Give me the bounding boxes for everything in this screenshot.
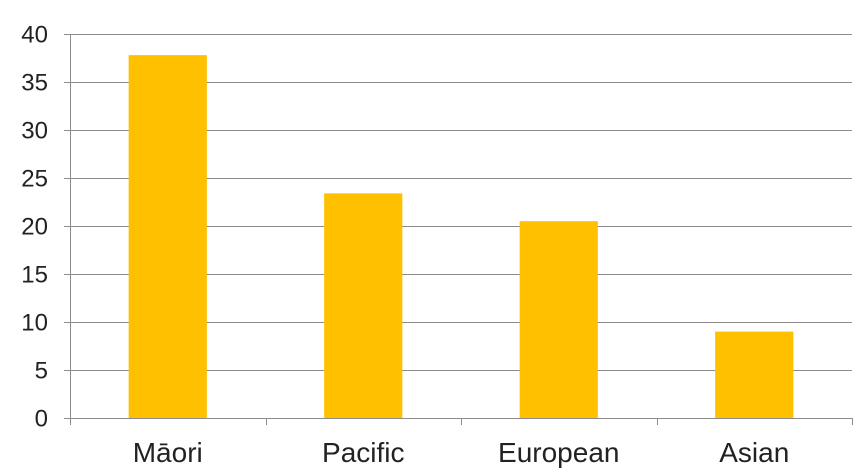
y-tick-label: 10 <box>21 310 48 337</box>
y-tick-labels: 0 5 10 15 20 25 30 35 40 <box>21 22 48 433</box>
bar-european <box>519 221 598 418</box>
x-category-label: Pacific <box>322 437 404 468</box>
y-tick-label: 20 <box>21 214 48 241</box>
bars <box>128 55 794 419</box>
bar-asian <box>715 331 794 418</box>
y-tick-label: 40 <box>21 22 48 49</box>
bar-pacific <box>324 193 403 418</box>
bar-māori <box>128 55 207 419</box>
x-category-labels: Māori Pacific European Asian <box>133 437 790 468</box>
x-category-label: European <box>498 437 619 468</box>
y-tick-label: 15 <box>21 262 48 289</box>
y-tick-label: 35 <box>21 70 48 97</box>
x-category-label: Māori <box>133 437 203 468</box>
y-tick-label: 0 <box>35 406 48 433</box>
y-tick-label: 30 <box>21 118 48 145</box>
y-tick-label: 25 <box>21 166 48 193</box>
axes <box>64 34 853 425</box>
x-category-label: Asian <box>719 437 789 468</box>
y-tick-label: 5 <box>35 358 48 385</box>
